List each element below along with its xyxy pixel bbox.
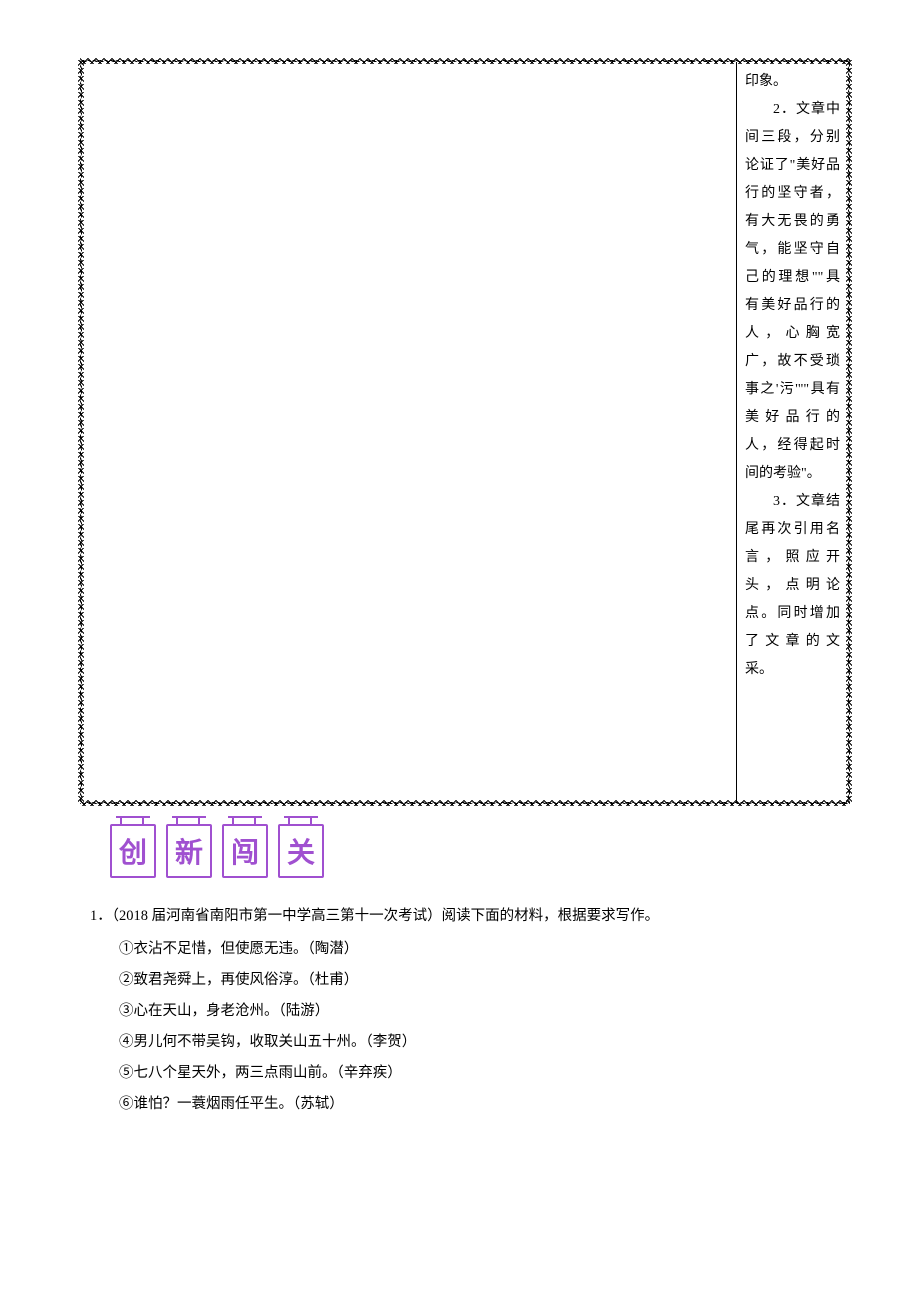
banner-char-2: 闯 xyxy=(222,824,268,878)
quote-label-3: ④ xyxy=(119,1034,134,1050)
quote-line-1: ②致君尧舜上，再使风俗淳。（杜甫） xyxy=(119,966,840,995)
right-col-para-0: 印象。 xyxy=(745,68,840,96)
wavy-box-left-column xyxy=(82,62,737,802)
section-banner: 创 新 闯 关 xyxy=(110,824,850,878)
quote-line-2: ③心在天山，身老沧州。（陆游） xyxy=(119,997,840,1026)
wavy-box-right-column: 印象。 2．文章中间三段，分别论证了"美好品行的坚守者，有大无畏的勇气，能坚守自… xyxy=(737,62,848,802)
question-source: （2018 届河南省南阳市第一中学高三第十一次考试） xyxy=(112,908,442,924)
question-block: 1．（2018 届河南省南阳市第一中学高三第十一次考试）阅读下面的材料，根据要求… xyxy=(90,902,840,1119)
question-number: 1． xyxy=(90,908,112,924)
quote-line-4: ⑤七八个星天外，两三点雨山前。（辛弃疾） xyxy=(119,1059,840,1088)
quote-line-3: ④男儿何不带吴钩，收取关山五十州。（李贺） xyxy=(119,1028,840,1057)
question-stem-tail: 阅读下面的材料，根据要求写作。 xyxy=(442,908,660,924)
border-bottom-zigzag xyxy=(80,800,850,806)
quote-label-2: ③ xyxy=(119,1003,134,1019)
quote-text-2: 心在天山，身老沧州。（陆游） xyxy=(134,1003,330,1019)
quote-label-5: ⑥ xyxy=(119,1096,134,1112)
quote-text-4: 七八个星天外，两三点雨山前。（辛弃疾） xyxy=(134,1065,402,1081)
banner-char-0: 创 xyxy=(110,824,156,878)
right-col-para-2: 3．文章结尾再次引用名言，照应开头，点明论点。同时增加了文章的文采。 xyxy=(745,488,840,684)
quote-text-5: 谁怕？一蓑烟雨任平生。（苏轼） xyxy=(134,1096,344,1112)
wavy-bordered-box: 印象。 2．文章中间三段，分别论证了"美好品行的坚守者，有大无畏的勇气，能坚守自… xyxy=(80,60,850,804)
quote-line-5: ⑥谁怕？一蓑烟雨任平生。（苏轼） xyxy=(119,1090,840,1119)
quote-text-0: 衣沾不足惜，但使愿无违。（陶潜） xyxy=(134,941,359,957)
border-left-zigzag xyxy=(78,60,84,804)
quote-line-0: ①衣沾不足惜，但使愿无违。（陶潜） xyxy=(119,935,840,964)
quote-label-1: ② xyxy=(119,972,134,988)
banner-char-1: 新 xyxy=(166,824,212,878)
question-stem: 1．（2018 届河南省南阳市第一中学高三第十一次考试）阅读下面的材料，根据要求… xyxy=(90,902,840,931)
banner-char-3: 关 xyxy=(278,824,324,878)
border-top-zigzag xyxy=(80,58,850,64)
right-col-para-1: 2．文章中间三段，分别论证了"美好品行的坚守者，有大无畏的勇气，能坚守自己的理想… xyxy=(745,96,840,488)
quote-label-4: ⑤ xyxy=(119,1065,134,1081)
quote-text-3: 男儿何不带吴钩，收取关山五十州。（李贺） xyxy=(134,1034,417,1050)
quote-text-1: 致君尧舜上，再使风俗淳。（杜甫） xyxy=(134,972,359,988)
border-right-zigzag xyxy=(846,60,852,804)
quote-label-0: ① xyxy=(119,941,134,957)
